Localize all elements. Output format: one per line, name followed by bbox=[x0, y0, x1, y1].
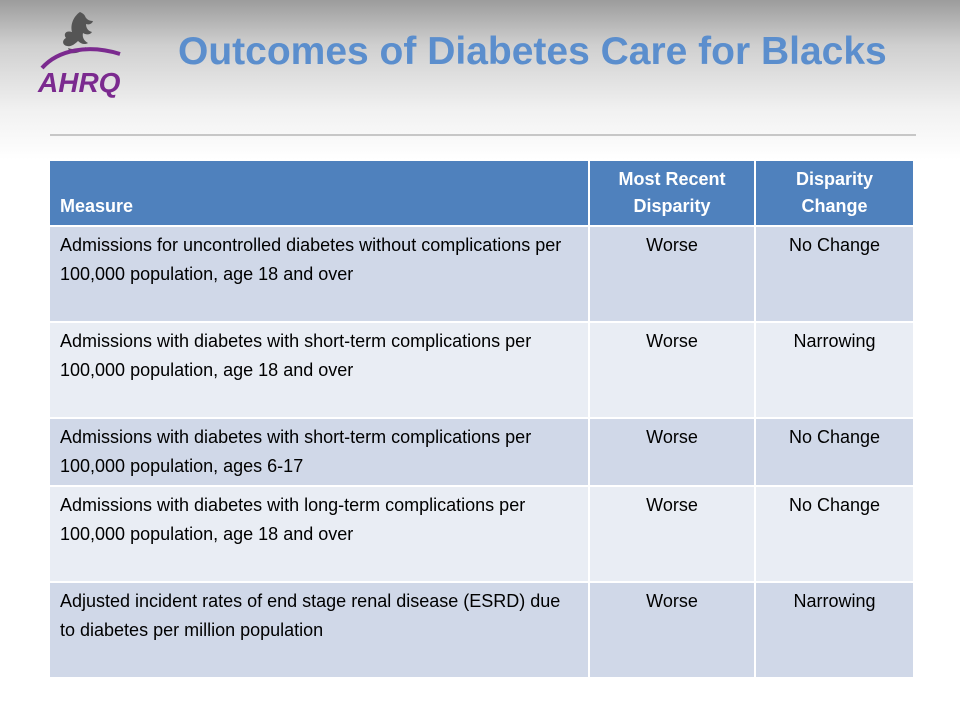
header-measure: Measure bbox=[48, 159, 590, 227]
change-cell: No Change bbox=[754, 485, 915, 583]
title-divider bbox=[50, 134, 916, 136]
ahrq-logo: AHRQ bbox=[36, 6, 140, 102]
change-cell: No Change bbox=[754, 225, 915, 323]
disparity-cell: Worse bbox=[588, 321, 756, 419]
measure-cell: Admissions for uncontrolled diabetes wit… bbox=[48, 225, 590, 323]
disparity-cell: Worse bbox=[588, 225, 756, 323]
table-row: Admissions with diabetes with long-term … bbox=[48, 485, 915, 583]
hhs-eagle-icon: AHRQ bbox=[37, 12, 121, 98]
table-row: Admissions with diabetes with short-term… bbox=[48, 321, 915, 419]
ahrq-wordmark: AHRQ bbox=[37, 67, 121, 98]
disparity-cell: Worse bbox=[588, 485, 756, 583]
table-row: Adjusted incident rates of end stage ren… bbox=[48, 581, 915, 679]
change-cell: Narrowing bbox=[754, 321, 915, 419]
measure-cell: Admissions with diabetes with short-term… bbox=[48, 417, 590, 487]
page-title: Outcomes of Diabetes Care for Blacks bbox=[178, 30, 887, 73]
measure-cell: Adjusted incident rates of end stage ren… bbox=[48, 581, 590, 679]
measure-cell: Admissions with diabetes with long-term … bbox=[48, 485, 590, 583]
measure-cell: Admissions with diabetes with short-term… bbox=[48, 321, 590, 419]
table-row: Admissions for uncontrolled diabetes wit… bbox=[48, 225, 915, 323]
change-cell: No Change bbox=[754, 417, 915, 487]
disparity-cell: Worse bbox=[588, 581, 756, 679]
header-disparity-change: Disparity Change bbox=[754, 159, 915, 227]
header-most-recent-disparity: Most Recent Disparity bbox=[588, 159, 756, 227]
disparity-cell: Worse bbox=[588, 417, 756, 487]
table-header-row: Measure Most Recent Disparity Disparity … bbox=[48, 159, 915, 227]
diabetes-outcomes-table: Measure Most Recent Disparity Disparity … bbox=[48, 159, 915, 679]
table-row: Admissions with diabetes with short-term… bbox=[48, 417, 915, 487]
change-cell: Narrowing bbox=[754, 581, 915, 679]
